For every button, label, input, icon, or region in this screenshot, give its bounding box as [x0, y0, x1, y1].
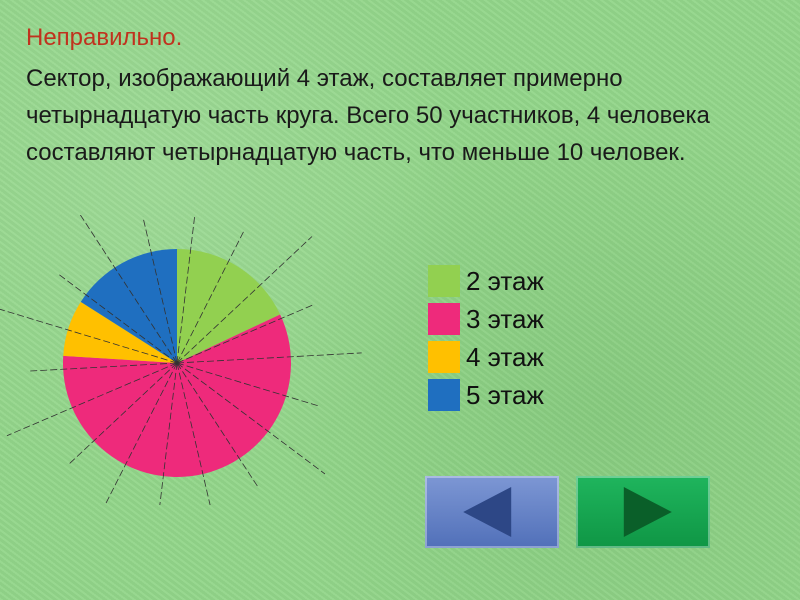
- triangle-right-icon: [623, 487, 672, 537]
- legend-swatch: [428, 303, 460, 335]
- pie-slice: [62, 314, 291, 477]
- decorative-ray: [142, 216, 178, 364]
- legend-swatch: [428, 265, 460, 297]
- triangle-left-icon: [463, 487, 512, 537]
- pie-chart: [0, 215, 362, 505]
- decorative-ray: [176, 303, 316, 364]
- chart-legend: 2 этаж 3 этаж 4 этаж 5 этаж: [428, 262, 544, 414]
- legend-item: 2 этаж: [428, 262, 544, 300]
- decorative-ray: [176, 215, 196, 364]
- decorative-ray: [176, 362, 260, 489]
- decorative-ray: [176, 362, 211, 505]
- decorative-ray: [6, 362, 178, 437]
- decorative-ray: [67, 362, 178, 466]
- decorative-ray: [176, 362, 321, 407]
- legend-label: 4 этаж: [466, 341, 544, 372]
- forward-button[interactable]: [576, 476, 710, 548]
- legend-label: 2 этаж: [466, 265, 544, 296]
- decorative-ray: [159, 362, 178, 505]
- explanation-text: Сектор, изображающий 4 этаж, составляет …: [26, 65, 710, 166]
- decorative-ray: [176, 352, 362, 364]
- legend-label: 3 этаж: [466, 303, 544, 334]
- decorative-ray: [0, 308, 178, 364]
- legend-item: 3 этаж: [428, 300, 544, 338]
- decorative-ray: [56, 272, 178, 364]
- decorative-ray: [79, 215, 178, 364]
- legend-swatch: [428, 379, 460, 411]
- decorative-ray: [176, 236, 313, 364]
- decorative-ray: [176, 362, 326, 475]
- pie-slice: [63, 301, 177, 363]
- pie-slice: [177, 249, 281, 363]
- result-heading: Неправильно.: [26, 24, 183, 51]
- legend-label: 5 этаж: [466, 379, 544, 410]
- legend-item: 5 этаж: [428, 376, 544, 414]
- decorative-ray: [27, 362, 178, 372]
- pie-slice: [80, 249, 177, 363]
- back-button[interactable]: [425, 476, 559, 548]
- decorative-ray: [104, 362, 178, 505]
- legend-swatch: [428, 341, 460, 373]
- decorative-ray: [176, 229, 246, 364]
- legend-item: 4 этаж: [428, 338, 544, 376]
